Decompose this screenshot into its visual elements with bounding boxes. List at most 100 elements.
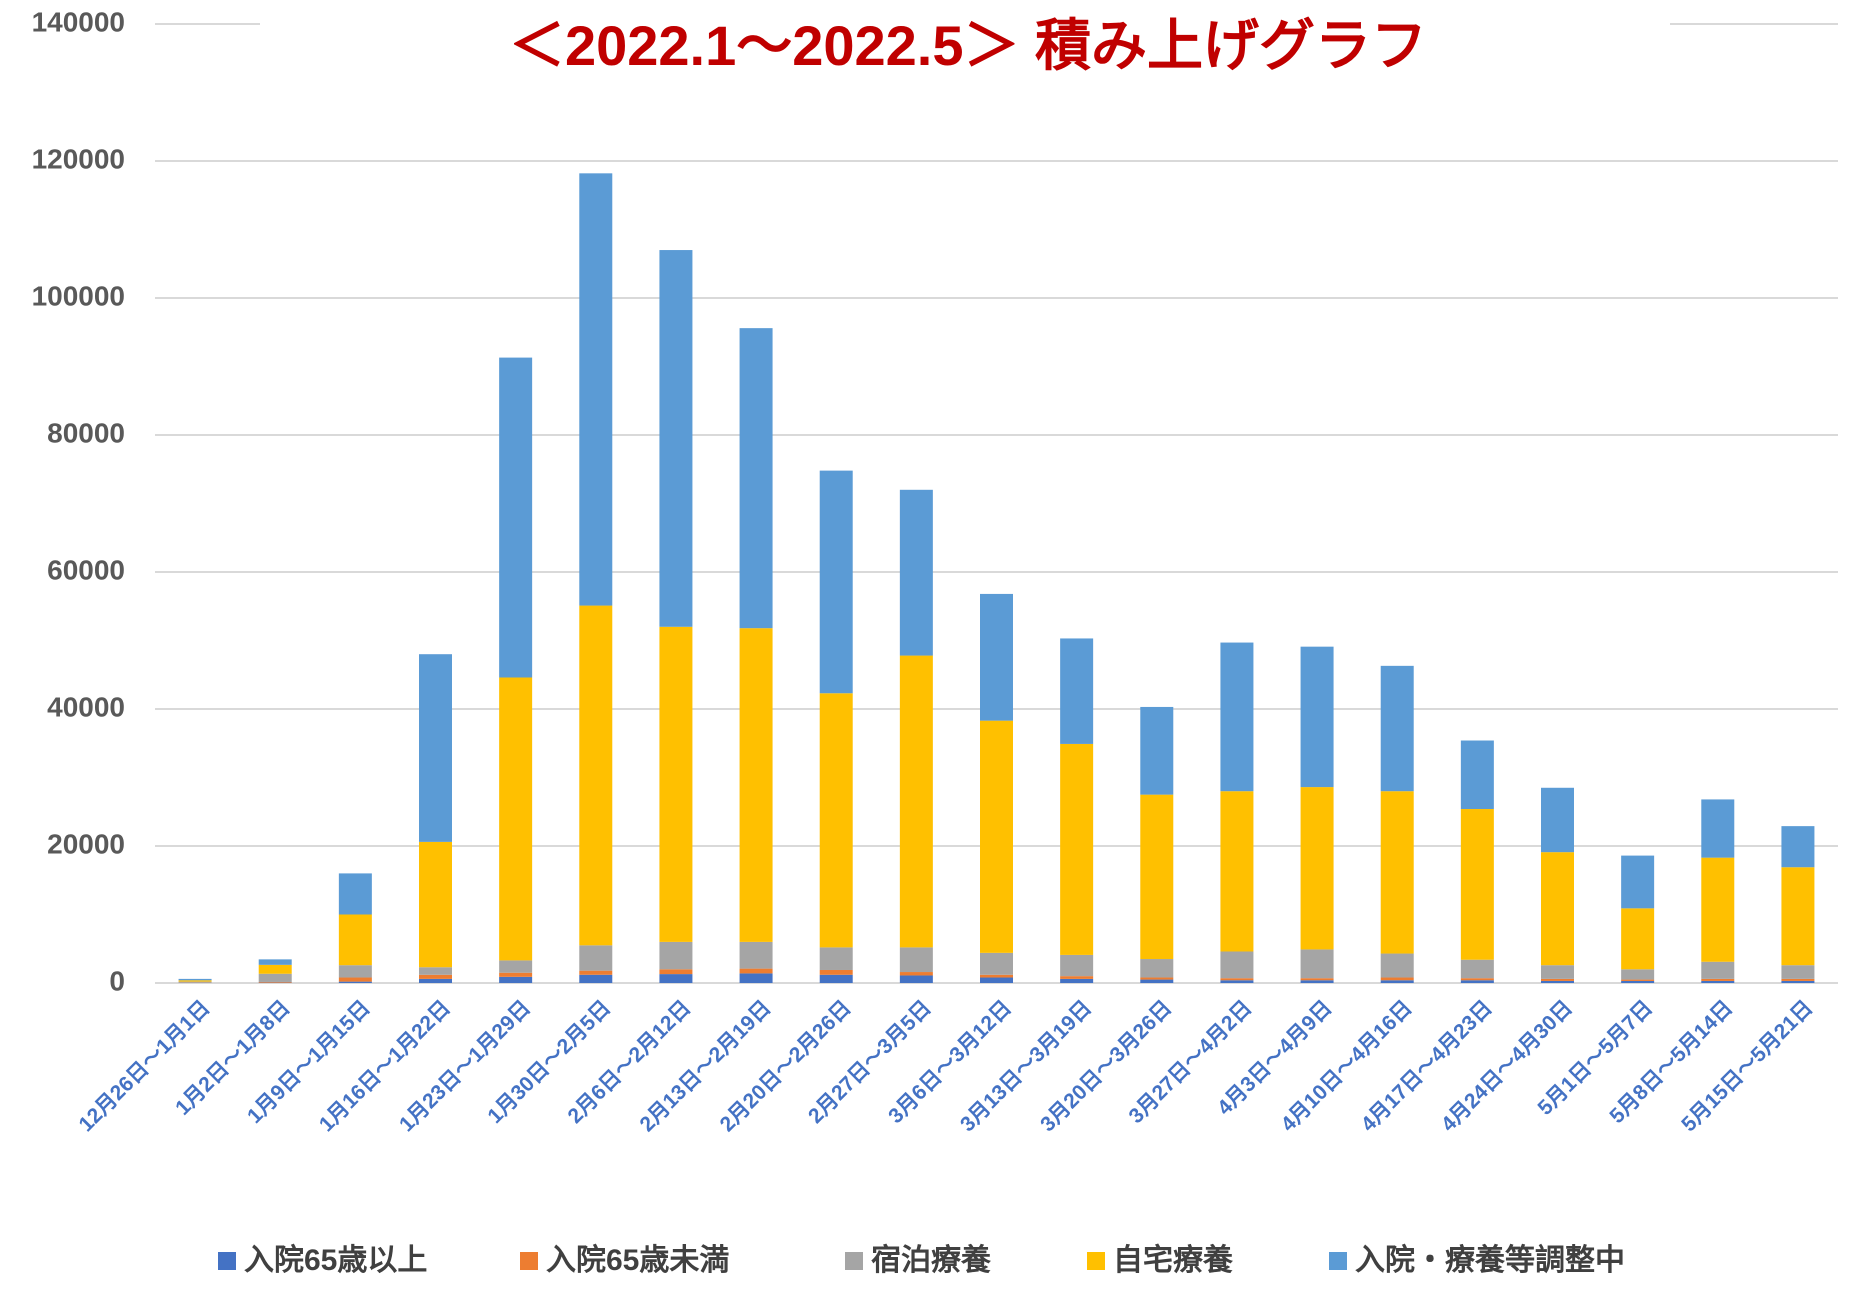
legend-swatch [1329,1252,1347,1270]
y-tick-label: 0 [109,965,125,996]
x-tick-label: 12月26日～1月1日 [74,996,214,1136]
bar-segment [338,981,372,983]
bar-segment [899,975,933,983]
bar-segment [899,972,933,976]
bar-segment [1701,799,1735,858]
bar-segment [1460,809,1494,960]
bar-segment [1220,791,1254,952]
bar-segment [1220,978,1254,981]
bar-segment [1701,980,1735,983]
bar-segment [579,945,613,971]
x-tick-label: 4月17日～4月23日 [1357,996,1497,1136]
bar-segment [258,981,292,983]
bar-segment [1060,976,1094,979]
bar-segment [338,977,372,982]
bar-segment [659,626,693,942]
bar-segment [819,969,853,975]
bar-segment [1621,855,1655,909]
bar-segment [1621,969,1655,980]
legend-swatch [845,1252,863,1270]
legend-label: 宿泊療養 [871,1244,991,1277]
bar-segment [338,914,372,966]
bar-segment [419,654,452,842]
chart-title: ＜2022.1～2022.5＞ 積み上げグラフ [509,14,1427,77]
bar-segment [1781,978,1815,981]
bar-segment [579,970,613,975]
x-tick-label: 2月13日～2月19日 [635,996,775,1136]
bar-segment [739,941,773,969]
bar-segment [1541,980,1574,983]
bar-segment [1541,787,1574,853]
bar-segment [1140,794,1174,960]
bar-segment [1300,646,1334,788]
bar-segment [819,470,853,694]
bar-segment [899,489,933,656]
x-tick-label: 3月13日～3月19日 [956,996,1096,1136]
bar-segment [499,960,533,973]
bar-segment [899,947,933,973]
bar-segment [1701,857,1735,962]
bar-segment [258,964,292,974]
bar-segment [1621,908,1655,970]
bar-segment [1460,980,1494,983]
bar-segment [1300,787,1334,950]
legend-label: 入院65歳未満 [546,1243,729,1277]
legend-swatch [520,1252,538,1270]
legend-label: 入院65歳以上 [244,1243,427,1277]
legend-swatch [218,1252,236,1270]
x-tick-label: 1月23日～1月29日 [395,996,535,1136]
bar-segment [579,605,613,946]
bar-segment [499,677,533,961]
bar-segment [1781,980,1815,983]
bar-segment [659,974,693,983]
bar-segment [338,873,372,915]
bar-segment [1220,980,1254,983]
y-tick-label: 140000 [32,6,125,37]
legend-swatch [1087,1252,1105,1270]
bar-segment [178,980,212,982]
y-tick-label: 120000 [32,143,125,174]
x-tick-label: 1月16日～1月22日 [315,996,455,1136]
bar-segment [1300,978,1334,981]
bar-segment [258,973,292,982]
bar-segment [1220,642,1254,792]
x-tick-label: 5月15日～5月21日 [1677,996,1817,1136]
bar-segment [1380,953,1414,978]
bar-segment [1621,980,1655,983]
x-tick-label: 4月24日～4月30日 [1437,996,1577,1136]
bar-segment [739,328,773,629]
bar-segment [1781,965,1815,979]
bar-segment [419,978,452,983]
x-tick-label: 2月20日～2月26日 [716,996,856,1136]
bar-segment [899,655,933,948]
bar-segment [1300,980,1334,983]
legend-label: 自宅療養 [1113,1243,1233,1277]
bar-segment [1060,638,1094,744]
bar-segment [499,972,533,977]
bar-segment [1060,978,1094,983]
bar-segment [739,973,773,983]
bar-segment [1621,979,1655,981]
x-tick-label: 3月20日～3月26日 [1036,996,1176,1136]
legend-label: 入院・療養等調整中 [1355,1243,1625,1277]
bar-segment [819,693,853,948]
y-tick-label: 80000 [47,417,125,448]
bar-segment [1140,979,1174,983]
bar-segment [178,978,212,981]
bar-segment [1541,965,1574,979]
bar-segment [1460,740,1494,810]
bar-segment [1701,978,1735,981]
bar-segment [1140,706,1174,795]
bar-segment [1380,791,1414,954]
y-tick-label: 20000 [47,828,125,859]
bar-segment [1220,951,1254,979]
y-tick-label: 100000 [32,280,125,311]
bar-segment [980,952,1013,975]
bar-segment [819,974,853,983]
bar-segment [1140,959,1174,978]
bar-segment [1060,743,1094,955]
bar-segment [1140,977,1174,980]
bar-segment [1781,826,1815,868]
bar-segment [499,357,533,678]
